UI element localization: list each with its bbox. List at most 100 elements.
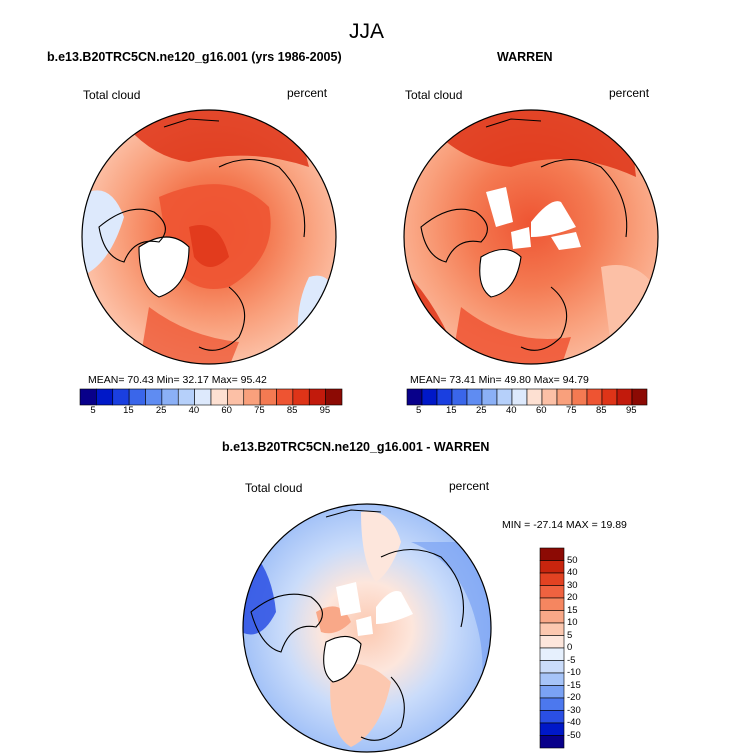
colorbar-tick-label: 20 <box>567 592 578 603</box>
left-panel-title: b.e13.B20TRC5CN.ne120_g16.001 (yrs 1986-… <box>47 50 342 64</box>
colorbar-swatch <box>406 388 423 406</box>
colorbar-swatch <box>177 388 195 406</box>
diff-stats: MIN = -27.14 MAX = 19.89 <box>502 519 627 531</box>
colorbar-swatch <box>539 735 565 749</box>
colorbar-tick-label: 60 <box>536 405 547 416</box>
right-panel-title: WARREN <box>497 50 553 64</box>
colorbar-swatch <box>539 710 565 724</box>
diff-colorbar-ticks: 50 40 30 20 15 10 5 0 -5 -10 -15 -20 -30 -40 -50 <box>567 548 597 748</box>
colorbar-swatch <box>145 388 163 406</box>
colorbar-tick-label: 75 <box>566 405 577 416</box>
colorbar-tick-label: 40 <box>506 405 517 416</box>
colorbar-tick-label: 5 <box>567 629 573 641</box>
left-colorbar <box>79 388 343 406</box>
colorbar-swatch <box>539 547 565 561</box>
figure-title: JJA <box>348 20 384 43</box>
colorbar-tick-label: 15 <box>123 405 134 416</box>
colorbar-swatch <box>96 388 114 406</box>
colorbar-tick-label: 5 <box>416 405 422 416</box>
colorbar-swatch <box>210 388 228 406</box>
left-units-label: percent <box>287 86 328 100</box>
colorbar-swatch <box>601 388 618 406</box>
colorbar-swatch <box>539 685 565 699</box>
colorbar-swatch <box>194 388 212 406</box>
colorbar-swatch <box>161 388 179 406</box>
colorbar-tick-label: 5 <box>90 405 96 416</box>
colorbar-tick-label: 95 <box>319 405 331 416</box>
colorbar-swatch <box>539 610 565 624</box>
colorbar-tick-label: 75 <box>254 405 265 416</box>
colorbar-swatch <box>586 388 603 406</box>
right-stats: MEAN= 73.41 Min= 49.80 Max= 94.79 <box>410 374 589 386</box>
colorbar-swatch <box>451 388 468 406</box>
colorbar-tick-label: -50 <box>567 729 581 741</box>
colorbar-swatch <box>325 388 343 406</box>
colorbar-swatch <box>539 660 565 674</box>
colorbar-tick-label: 15 <box>446 405 457 416</box>
colorbar-tick-label: 40 <box>188 405 200 416</box>
colorbar-tick-label: 85 <box>596 405 607 416</box>
colorbar-swatch <box>243 388 261 406</box>
colorbar-tick-label: 95 <box>626 405 637 416</box>
left-variable-label: Total cloud <box>83 88 141 102</box>
colorbar-swatch <box>571 388 588 406</box>
colorbar-tick-label: 25 <box>476 405 487 416</box>
colorbar-swatch <box>421 388 438 406</box>
colorbar-swatch <box>541 388 558 406</box>
colorbar-tick-label: 0 <box>567 642 573 653</box>
colorbar-swatch <box>539 622 565 636</box>
diff-colorbar <box>539 547 565 749</box>
diff-variable-label: Total cloud <box>245 481 303 495</box>
colorbar-tick-label: -30 <box>567 704 581 716</box>
colorbar-tick-label: -10 <box>567 667 581 678</box>
colorbar-swatch <box>631 388 648 406</box>
colorbar-tick-label: -20 <box>567 692 581 703</box>
colorbar-swatch <box>112 388 130 406</box>
right-variable-label: Total cloud <box>405 88 463 102</box>
colorbar-swatch <box>539 585 565 599</box>
colorbar-tick-label: -40 <box>567 717 581 728</box>
colorbar-swatch <box>539 597 565 611</box>
colorbar-tick-label: -15 <box>567 679 581 691</box>
colorbar-tick-label: 10 <box>567 617 578 628</box>
colorbar-swatch <box>539 697 565 711</box>
colorbar-swatch <box>526 388 543 406</box>
colorbar-tick-label: 40 <box>567 567 578 578</box>
colorbar-tick-label: -5 <box>567 654 576 666</box>
diff-polar-map <box>242 503 492 753</box>
colorbar-swatch <box>539 672 565 686</box>
colorbar-swatch <box>511 388 528 406</box>
colorbar-swatch <box>128 388 146 406</box>
colorbar-tick-label: 85 <box>286 405 298 416</box>
colorbar-swatch <box>539 647 565 661</box>
right-colorbar-ticks: 5 15 25 40 60 75 85 95 <box>407 405 647 419</box>
colorbar-swatch <box>496 388 513 406</box>
diff-panel-title: b.e13.B20TRC5CN.ne120_g16.001 - WARREN <box>222 440 490 454</box>
colorbar-swatch <box>276 388 294 406</box>
diff-units-label: percent <box>449 479 490 493</box>
colorbar-swatch <box>539 560 565 574</box>
colorbar-swatch <box>259 388 277 406</box>
colorbar-tick-label: 30 <box>567 579 578 591</box>
colorbar-swatch <box>616 388 633 406</box>
right-units-label: percent <box>609 86 650 100</box>
colorbar-swatch <box>556 388 573 406</box>
colorbar-swatch <box>539 572 565 586</box>
colorbar-tick-label: 15 <box>567 604 578 616</box>
left-stats: MEAN= 70.43 Min= 32.17 Max= 95.42 <box>88 374 267 386</box>
right-colorbar <box>406 388 648 406</box>
colorbar-tick-label: 50 <box>567 554 578 566</box>
colorbar-tick-label: 60 <box>221 405 232 416</box>
colorbar-swatch <box>308 388 326 406</box>
colorbar-swatch <box>227 388 245 406</box>
left-polar-map <box>81 109 337 365</box>
colorbar-tick-label: 25 <box>155 405 167 416</box>
colorbar-swatch <box>481 388 498 406</box>
colorbar-swatch <box>466 388 483 406</box>
left-colorbar-ticks: 5 15 25 40 60 75 85 95 <box>80 405 342 419</box>
colorbar-swatch <box>292 388 310 406</box>
colorbar-swatch <box>539 635 565 649</box>
right-polar-map <box>403 109 659 365</box>
colorbar-swatch <box>79 388 97 406</box>
colorbar-swatch <box>436 388 453 406</box>
